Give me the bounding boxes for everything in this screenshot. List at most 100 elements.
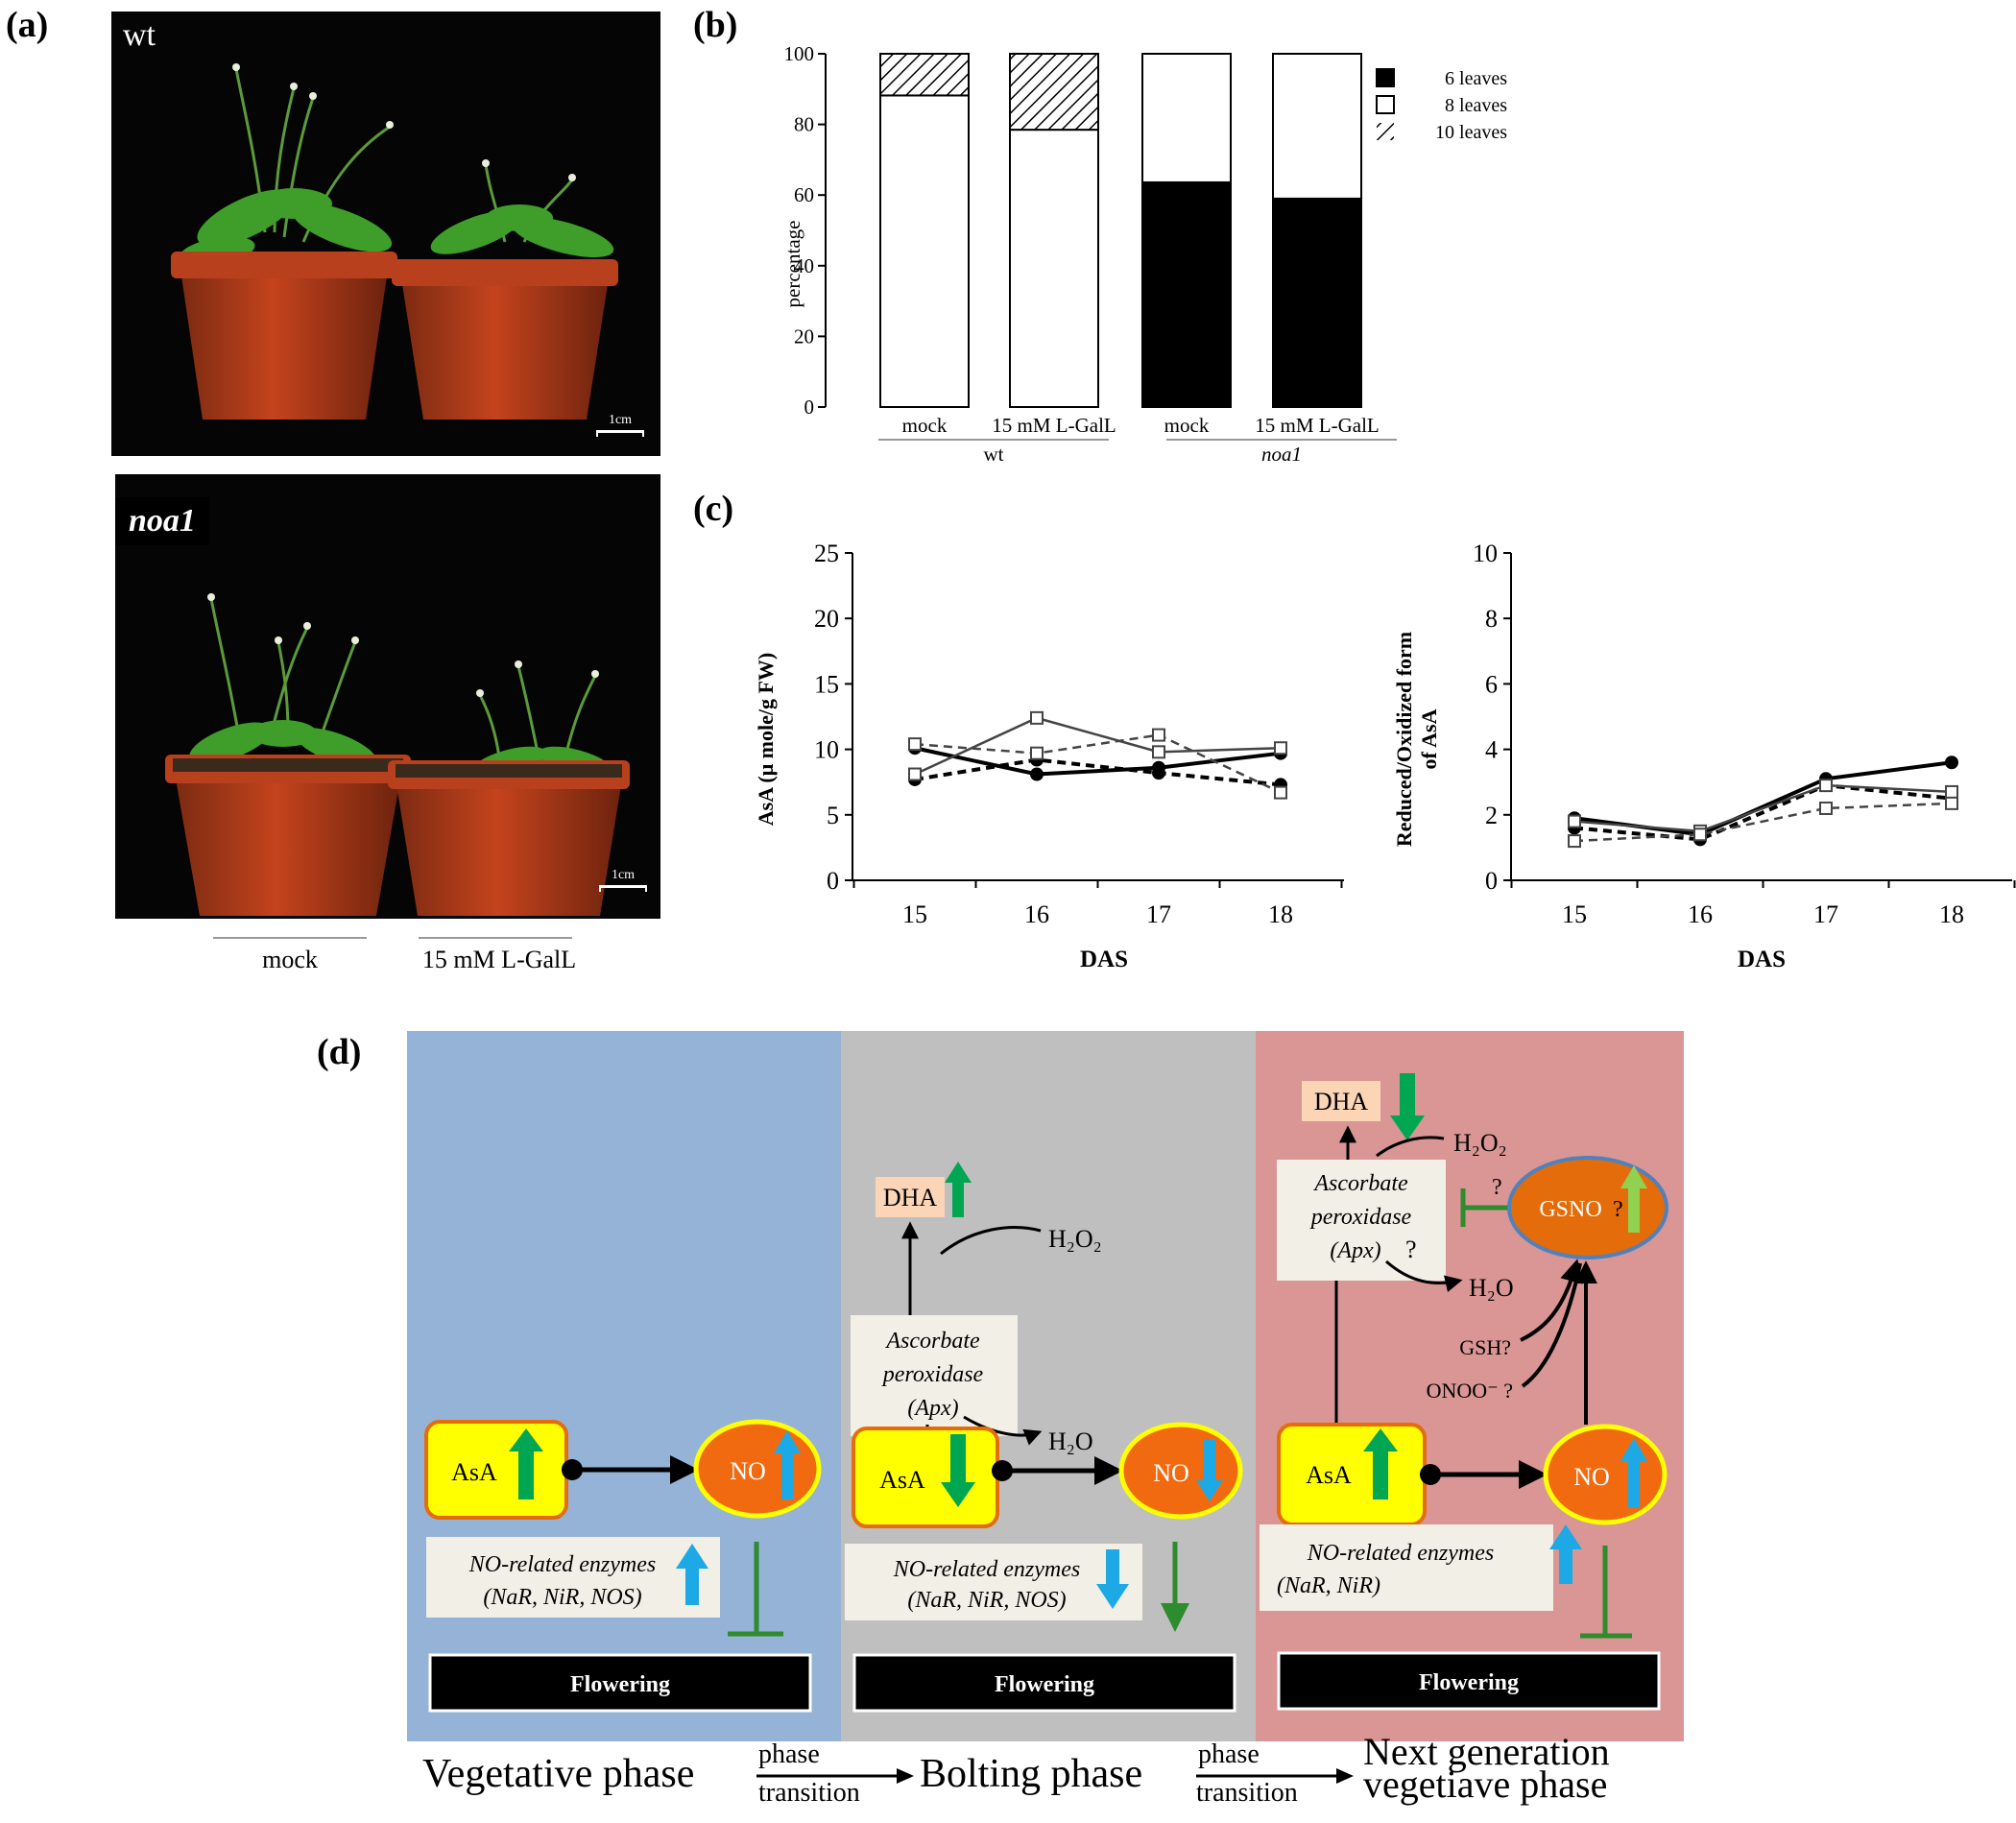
chart-b-y-tick-label: 60 [794,183,814,206]
col3-apx-line1: Ascorbate [1312,1171,1408,1196]
col1-enzymes-up-arrow [676,1544,708,1605]
col2-no-ellipse: NO [1118,1422,1243,1520]
col2-enzymes-box [845,1544,1142,1620]
chart-c1-point [1030,710,1044,725]
svg-text:AsA: AsA [879,1466,925,1494]
chart-b-group-label: wt [984,443,1004,466]
col3-apx-question: ? [1405,1235,1417,1263]
col2-apx-line3: (Apx) [907,1396,958,1421]
legend-swatch [1376,95,1395,114]
scale-bar-noa1: 1cm [599,868,647,892]
chart-c1-y-tick-label: 10 [814,736,839,764]
chart-b-group-label: noa1 [1261,443,1302,466]
col2-h2o2-curve [940,1226,1042,1256]
chart-c2-ylabel-line1: Reduced/Oxidized form [1392,632,1416,847]
col2-apx-line1: Ascorbate [884,1329,980,1354]
col1-enzymes-box [426,1537,720,1618]
phase-next-line2: vegetiave phase [1363,1763,1608,1806]
col2-h2o2: H₂O₂ [1048,1225,1102,1253]
chart-c1-series-line [914,746,1282,777]
col1-connector-dot [562,1459,583,1480]
phase-transition-2-bottom: transition [1196,1778,1298,1808]
bar-segment [1272,197,1362,408]
label-mock: mock [262,946,318,973]
col3-asa-box: AsA [1277,1423,1427,1526]
legend-label: 10 leaves [1435,122,1507,143]
col1-no-ellipse: NO [693,1419,822,1519]
chart-c1-y-tick-label: 5 [827,802,839,829]
col2-apx-line2: peroxidase [881,1362,984,1387]
col1-inhibition [728,1542,783,1637]
col3-enzymes-box [1260,1524,1553,1611]
mechanism-diagram: AsA NO NO-related enzymes (NaR, NiR, NOS… [407,1031,1684,1741]
col3-apx-box [1277,1160,1446,1281]
col3-gsno-up-arrow [1620,1165,1647,1233]
col3-apx-line3: (Apx) [1330,1238,1380,1263]
panel-label-a: (a) [6,5,49,45]
chart-c1-y-tick-label: 25 [814,540,839,567]
phase-transition-2-arrow [1196,1768,1354,1784]
chart-b-y-tick-label: 40 [794,254,814,277]
col3-apx-line2: peroxidase [1309,1205,1412,1230]
vegetative-phase-background [407,1031,841,1741]
bar-segment [879,94,970,408]
chart-c2-y-tick-label: 4 [1485,736,1498,764]
col2-asa-box: AsA [852,1427,999,1528]
chart-c1-x-tick-label: 17 [1146,900,1171,928]
chart-c1-point [1030,767,1044,781]
phase-vegetative: Vegetative phase [422,1752,695,1796]
chart-c2-point [1945,796,1958,810]
photo-label-noa1: noa1 [115,497,209,545]
col3-dha-down-arrow [1390,1073,1425,1140]
panel-label-b: (b) [693,5,738,45]
chart-b-y-tick-label: 100 [784,42,815,65]
chart-c1-xlabel: DAS [1080,947,1128,972]
phase-bolting: Bolting phase [920,1752,1143,1796]
chart-c2-y-tick-label: 10 [1473,540,1498,567]
col3-h2o-arrow [1385,1259,1463,1293]
col1-flowering-label: Flowering [570,1672,670,1697]
chart-b-y-tick-label: 80 [794,113,814,136]
phase-transition-1-top: phase [758,1739,820,1769]
col3-flowering-box [1277,1651,1661,1711]
plants-wt-illustration [171,63,618,420]
chart-b-category-label: mock [1164,414,1210,437]
chart-c1-x-tick-label: 16 [1024,900,1049,928]
svg-text:?: ? [1613,1197,1623,1222]
col3-gsno-inhibits-apx [1460,1188,1513,1227]
svg-text:NO: NO [1153,1459,1189,1487]
chart-c2-point [1945,784,1958,799]
chart-c1-point [1152,766,1165,780]
svg-text:NO: NO [1573,1463,1610,1491]
chart-c2-y-tick-label: 6 [1485,670,1498,698]
col3-h2o2-curve [1376,1136,1445,1158]
chart-c2-x-tick-label: 16 [1688,900,1713,928]
chart-leaf-number: percentage 0 20 40 60 80 100 mock 15 mM L-GalL… [781,42,1507,466]
chart-c2-xlabel: DAS [1738,947,1786,972]
chart-c1-point [1152,745,1165,759]
chart-b-y-tick-label: 20 [794,324,814,348]
legend-swatch [1377,123,1394,140]
bar-segment [1141,180,1232,408]
chart-c2-point [1945,756,1958,770]
chart-c1-y-tick-label: 0 [827,867,839,895]
col1-asa-box: AsA [424,1420,568,1520]
col2-enzymes-title: NO-related enzymes [893,1557,1080,1582]
chart-c1-point [908,767,922,781]
col2-enzymes-list: (NaR, NiR, NOS) [907,1588,1066,1613]
col3-flowering-label: Flowering [1419,1670,1519,1695]
phase-transition-1-arrow [756,1768,914,1784]
col3-enzymes-up-arrow [1549,1524,1582,1584]
col2-flowering-label: Flowering [995,1672,1094,1697]
panel-label-c: (c) [693,489,734,529]
svg-text:NO: NO [730,1457,766,1485]
chart-c1-ylabel: AsA (μ mole/g FW) [754,653,778,827]
svg-text:AsA: AsA [451,1458,497,1486]
plants-noa1-illustration [165,593,630,916]
svg-text:GSNO: GSNO [1539,1197,1601,1222]
col2-dha-box [876,1177,945,1217]
next-generation-phase-background [1256,1031,1684,1741]
col2-connector-dot [992,1460,1013,1481]
legend-label: 6 leaves [1445,68,1507,89]
bar-segment [1272,53,1362,200]
